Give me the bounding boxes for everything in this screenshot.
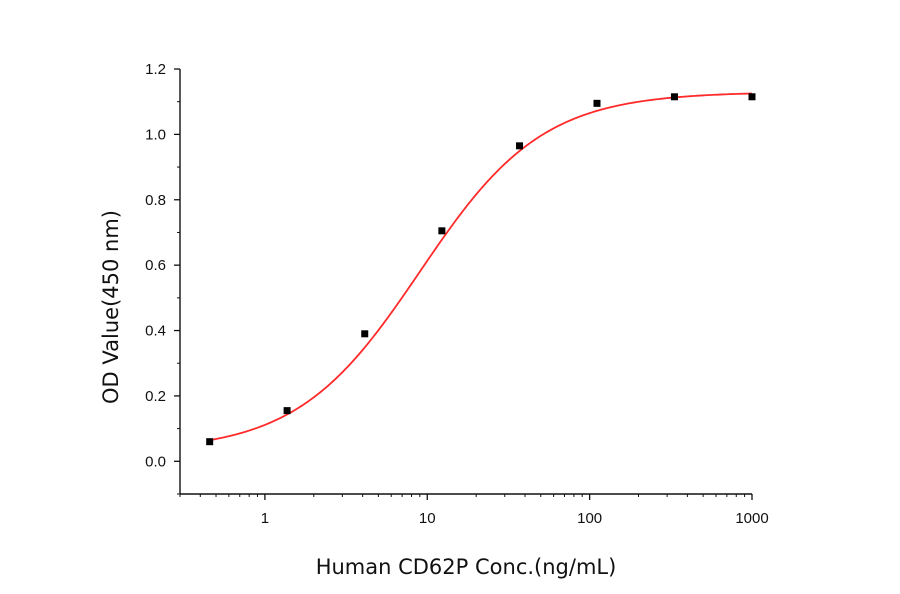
axes [179, 69, 752, 495]
fit-curve [209, 92, 753, 442]
data-point [593, 99, 601, 107]
data-point [516, 142, 524, 150]
data-point [670, 93, 678, 101]
x-tick-label: 1 [261, 510, 269, 527]
data-points [206, 93, 756, 446]
x-tick-label: 10 [419, 510, 436, 527]
x-tick-label: 100 [577, 510, 602, 527]
y-axis-title: OD Value(450 nm) [99, 210, 123, 404]
y-tick-label: 0.8 [145, 192, 166, 209]
x-axis-ticks: 1 10 100 1000 [179, 494, 769, 527]
y-axis-ticks: 0.0 0.2 0.4 0.6 0.8 1.0 1.2 [145, 61, 180, 495]
y-tick-label: 0.6 [145, 257, 166, 274]
data-point [283, 407, 291, 415]
data-point [748, 93, 756, 101]
data-point [206, 438, 214, 446]
data-point [361, 330, 369, 338]
y-tick-label: 0.4 [145, 323, 166, 340]
y-tick-label: 1.0 [145, 126, 166, 143]
x-tick-label: 1000 [735, 510, 768, 527]
x-axis-title: Human CD62P Conc.(ng/mL) [316, 555, 617, 579]
data-point [438, 227, 446, 235]
y-tick-label: 0.0 [145, 453, 166, 470]
y-tick-label: 0.2 [145, 388, 166, 405]
y-tick-label: 1.2 [145, 61, 166, 78]
